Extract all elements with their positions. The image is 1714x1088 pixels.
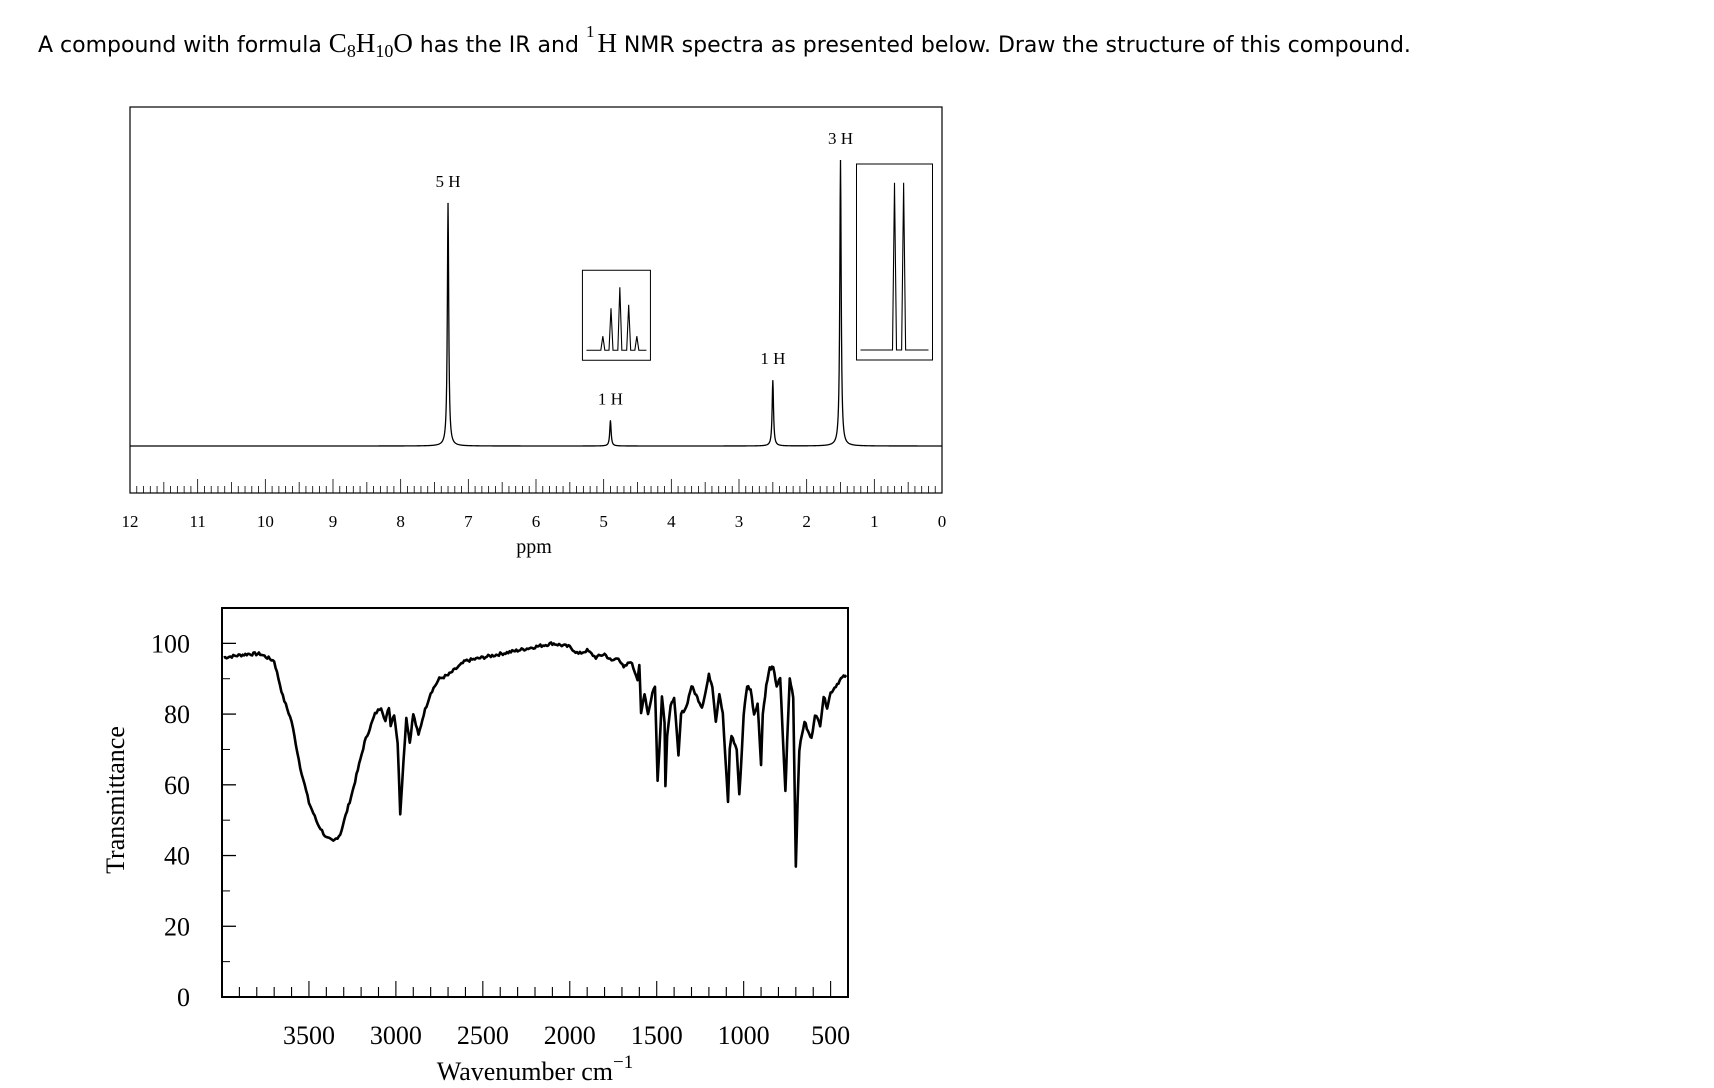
nmr-inset-multiplet [586,287,647,351]
nmr-spectrum-line [130,159,942,447]
ir-x-axis-label-sup: −1 [613,1052,633,1073]
nmr-inset-box [581,269,651,361]
ir-y-tick-label: 40 [164,842,190,871]
nmr-tick-label: 4 [667,512,676,531]
formula-c-subscript: 8 [346,41,356,61]
nmr-tick-label: 10 [257,512,274,531]
formula-c: C [328,28,347,58]
ir-x-axis-label-main: Wavenumber cm [437,1057,613,1086]
nmr-tick-label: 3 [735,512,744,531]
ir-y-tick-label: 100 [151,629,190,658]
ir-x-tick-label: 2000 [544,1021,596,1050]
nmr-superscript: 1 [585,22,595,41]
nmr-tick-label: 9 [329,512,338,531]
nmr-tick-labels: 12 11 10 9 8 7 6 5 4 3 2 1 0 [122,512,947,531]
nmr-integration-label: 1 H [760,349,785,368]
formula-o: O [393,28,413,58]
formula-h: H [355,28,376,58]
ir-spectrum-line [223,641,848,868]
nmr-tick-label: 11 [189,512,205,531]
question-part2: has the IR and [412,33,586,58]
ir-x-tick-label: 2500 [457,1021,509,1050]
nmr-inset-multiplet [860,182,929,351]
nmr-integration-label: 5 H [436,172,461,191]
nmr-integration-label: 1 H [598,389,623,408]
ir-frame [221,607,849,998]
nmr-tick-label: 8 [396,512,405,531]
nmr-tick-label: 0 [938,512,947,531]
nmr-h: H [597,28,617,58]
nmr-integration-labels: 5 H 1 H 1 H 3 H [436,129,853,408]
question-part1: A compound with formula [38,33,329,58]
ir-y-tick-label: 60 [164,771,190,800]
question-text: A compound with formula C8H10O has the I… [38,22,1411,62]
ir-y-tick-label: 0 [177,983,190,1012]
nmr-inset-box [856,163,933,361]
nmr-axis-ticks [129,479,943,493]
ir-x-tick-label: 3000 [370,1021,422,1050]
ir-y-axis-label: Transmittance [101,726,130,874]
ir-tick-labels: 0 20 40 60 80 100 3500 3000 2500 2000 1500 1000 500 [151,629,850,1050]
ir-y-tick-label: 80 [164,700,190,729]
ir-x-tick-label: 1000 [718,1021,770,1050]
ir-plot-border [221,607,849,998]
nmr-insets [581,163,933,361]
ir-x-tick-label: 1500 [631,1021,683,1050]
question-part3: NMR spectra as presented below. Draw the… [616,33,1411,58]
nmr-tick-label: 5 [599,512,608,531]
nmr-tick-label: 2 [802,512,811,531]
nmr-integration-label: 3 H [828,129,853,148]
ir-trace [223,641,848,868]
ir-x-tick-label: 500 [811,1021,850,1050]
nmr-tick-label: 1 [870,512,879,531]
ir-x-tick-label: 3500 [283,1021,335,1050]
nmr-tick-label: 7 [464,512,473,531]
ir-x-axis-label: Wavenumber cm−1 [437,1052,633,1086]
nmr-trace [130,159,942,447]
ir-y-tick-label: 20 [164,912,190,941]
nmr-tick-label: 12 [122,512,139,531]
ir-axis-ticks [222,607,849,998]
nmr-tick-label: 6 [532,512,541,531]
nmr-x-axis-label: ppm [516,536,552,558]
formula-h-subscript: 10 [375,41,394,61]
